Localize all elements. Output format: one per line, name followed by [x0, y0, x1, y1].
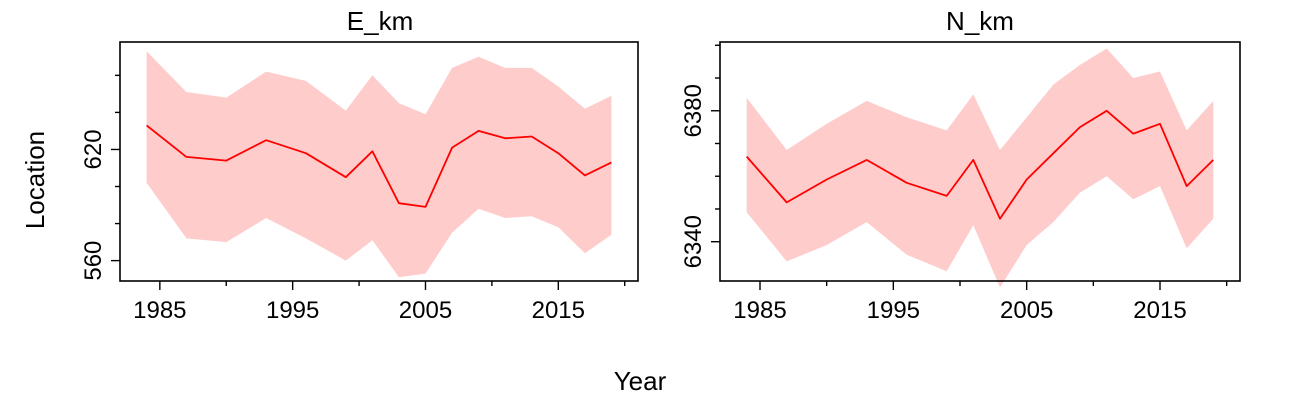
x-tick-label: 2015	[532, 297, 585, 324]
panel-e-km: E_km 1985 1995 2005 2015 560 620	[80, 6, 639, 324]
y-tick-label: 6340	[680, 215, 707, 268]
panel-title-e-km: E_km	[347, 6, 413, 36]
series-line-e-km	[146, 124, 612, 208]
y-axis-e-km: 560 620	[80, 74, 120, 281]
confidence-band-n-km	[746, 48, 1214, 288]
x-axis-title: Year	[614, 366, 667, 396]
plot-frame-n-km	[719, 41, 1241, 282]
x-tick-label: 2005	[399, 297, 452, 324]
y-tick-label: 620	[80, 129, 107, 169]
y-axis-title: Location	[20, 131, 50, 229]
x-axis-n-km: 1985 1995 2005 2015	[733, 281, 1228, 324]
y-tick-label: 6380	[680, 84, 707, 137]
series-line-n-km	[746, 109, 1214, 220]
x-tick-label: 2015	[1133, 297, 1186, 324]
x-tick-label: 2005	[1000, 297, 1053, 324]
x-tick-label: 1985	[133, 297, 186, 324]
x-axis-e-km: 1985 1995 2005 2015	[133, 281, 626, 324]
panel-n-km: N_km 1985 1995 2005 2015 6340 6380	[680, 6, 1241, 324]
x-tick-label: 1995	[867, 297, 920, 324]
plot-frame-e-km	[119, 41, 639, 282]
x-tick-label: 1995	[266, 297, 319, 324]
x-tick-label: 1985	[733, 297, 786, 324]
y-axis-n-km: 6340 6380	[680, 44, 720, 268]
panel-title-n-km: N_km	[946, 6, 1014, 36]
y-tick-label: 560	[80, 241, 107, 281]
